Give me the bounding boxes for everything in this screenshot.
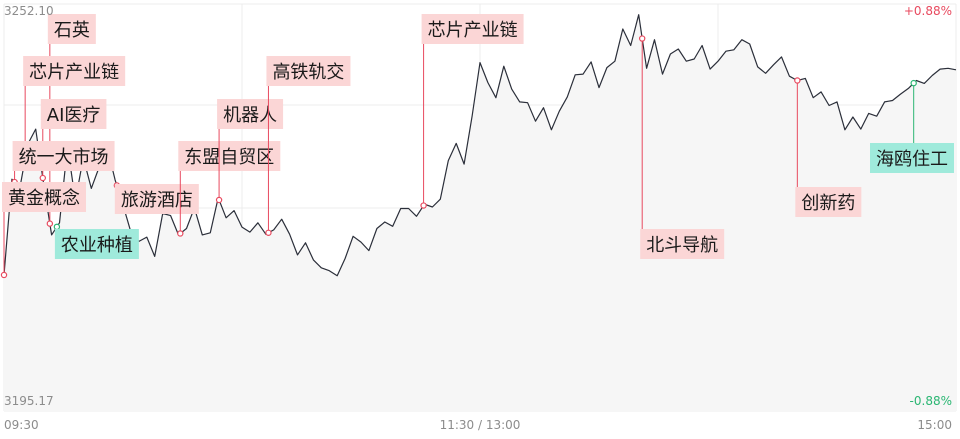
annotation-point bbox=[0, 271, 8, 279]
annotation-tag-box bbox=[47, 14, 96, 44]
annotation-6[interactable]: 旅游酒店 bbox=[113, 182, 199, 214]
annotation-12[interactable]: 创新药 bbox=[794, 77, 862, 217]
annotation-7[interactable]: 东盟自贸区 bbox=[177, 141, 281, 237]
annotation-point bbox=[215, 196, 223, 204]
annotation-label: 创新药 bbox=[801, 193, 855, 214]
annotation-label: 农业种植 bbox=[61, 235, 133, 256]
annotation-point bbox=[177, 230, 184, 237]
annotation-3[interactable]: 统一大市场 bbox=[11, 141, 115, 186]
annotation-8[interactable]: 机器人 bbox=[215, 99, 284, 204]
annotation-2[interactable]: AI医疗 bbox=[39, 99, 107, 182]
x-label-start: 09:30 bbox=[4, 418, 39, 432]
annotation-point bbox=[46, 220, 54, 227]
annotation-point bbox=[39, 174, 46, 182]
annotation-tag-box bbox=[178, 141, 281, 171]
annotation-10[interactable]: 芯片产业链 bbox=[420, 14, 524, 209]
annotation-tag-box bbox=[23, 56, 126, 86]
annotation-11[interactable]: 北斗导航 bbox=[638, 35, 725, 259]
annotation-point bbox=[420, 202, 427, 209]
annotation-point bbox=[910, 79, 917, 87]
annotation-label: 海鸥住工 bbox=[876, 149, 948, 170]
annotation-label: 北斗导航 bbox=[646, 235, 718, 256]
annotation-tag-box bbox=[640, 229, 725, 259]
annotation-tag-box bbox=[795, 187, 862, 217]
x-label-mid: 11:30 / 13:00 bbox=[440, 418, 521, 432]
annotation-label: 芯片产业链 bbox=[29, 62, 119, 83]
annotation-tag-box bbox=[421, 14, 524, 44]
annotation-point bbox=[638, 35, 646, 42]
annotation-5[interactable]: 农业种植 bbox=[53, 223, 139, 259]
price-area bbox=[4, 14, 956, 411]
annotation-label: 高铁轨交 bbox=[272, 62, 344, 83]
annotation-label: 机器人 bbox=[223, 105, 277, 126]
annotation-label: 旅游酒店 bbox=[121, 190, 193, 211]
annotation-13[interactable]: 海鸥住工 bbox=[870, 79, 954, 173]
annotation-tag-box bbox=[870, 143, 954, 173]
annotation-tag-box bbox=[266, 56, 351, 86]
axis-labels: 3252.10 3195.17 +0.88% -0.88% 09:30 11:3… bbox=[4, 4, 952, 432]
annotation-label: 芯片产业链 bbox=[428, 20, 518, 41]
annotation-tag-box bbox=[54, 229, 139, 259]
annotation-tag-box bbox=[12, 141, 115, 171]
annotation-label: 东盟自贸区 bbox=[184, 147, 274, 168]
annotation-tag-box bbox=[40, 99, 107, 129]
pct-max-label: +0.88% bbox=[904, 4, 952, 18]
annotation-layer: 石英芯片产业链AI医疗统一大市场黄金概念农业种植旅游酒店东盟自贸区机器人高铁轨交… bbox=[0, 14, 954, 279]
y-min-label: 3195.17 bbox=[4, 394, 54, 408]
x-label-end: 15:00 bbox=[917, 418, 952, 432]
annotation-label: AI医疗 bbox=[47, 105, 101, 126]
annotation-tag-box bbox=[2, 182, 86, 212]
annotation-label: 石英 bbox=[54, 20, 90, 41]
annotation-tag-box bbox=[217, 99, 284, 129]
annotation-point bbox=[265, 229, 272, 236]
annotation-label: 黄金概念 bbox=[8, 187, 80, 209]
annotation-4[interactable]: 黄金概念 bbox=[0, 182, 86, 279]
annotation-9[interactable]: 高铁轨交 bbox=[265, 56, 351, 236]
pct-min-label: -0.88% bbox=[910, 394, 952, 408]
annotation-label: 统一大市场 bbox=[19, 147, 109, 168]
annotation-tag-box bbox=[114, 184, 199, 214]
annotation-point bbox=[53, 223, 61, 231]
y-max-label: 3252.10 bbox=[4, 4, 54, 18]
annotation-point bbox=[794, 77, 801, 84]
